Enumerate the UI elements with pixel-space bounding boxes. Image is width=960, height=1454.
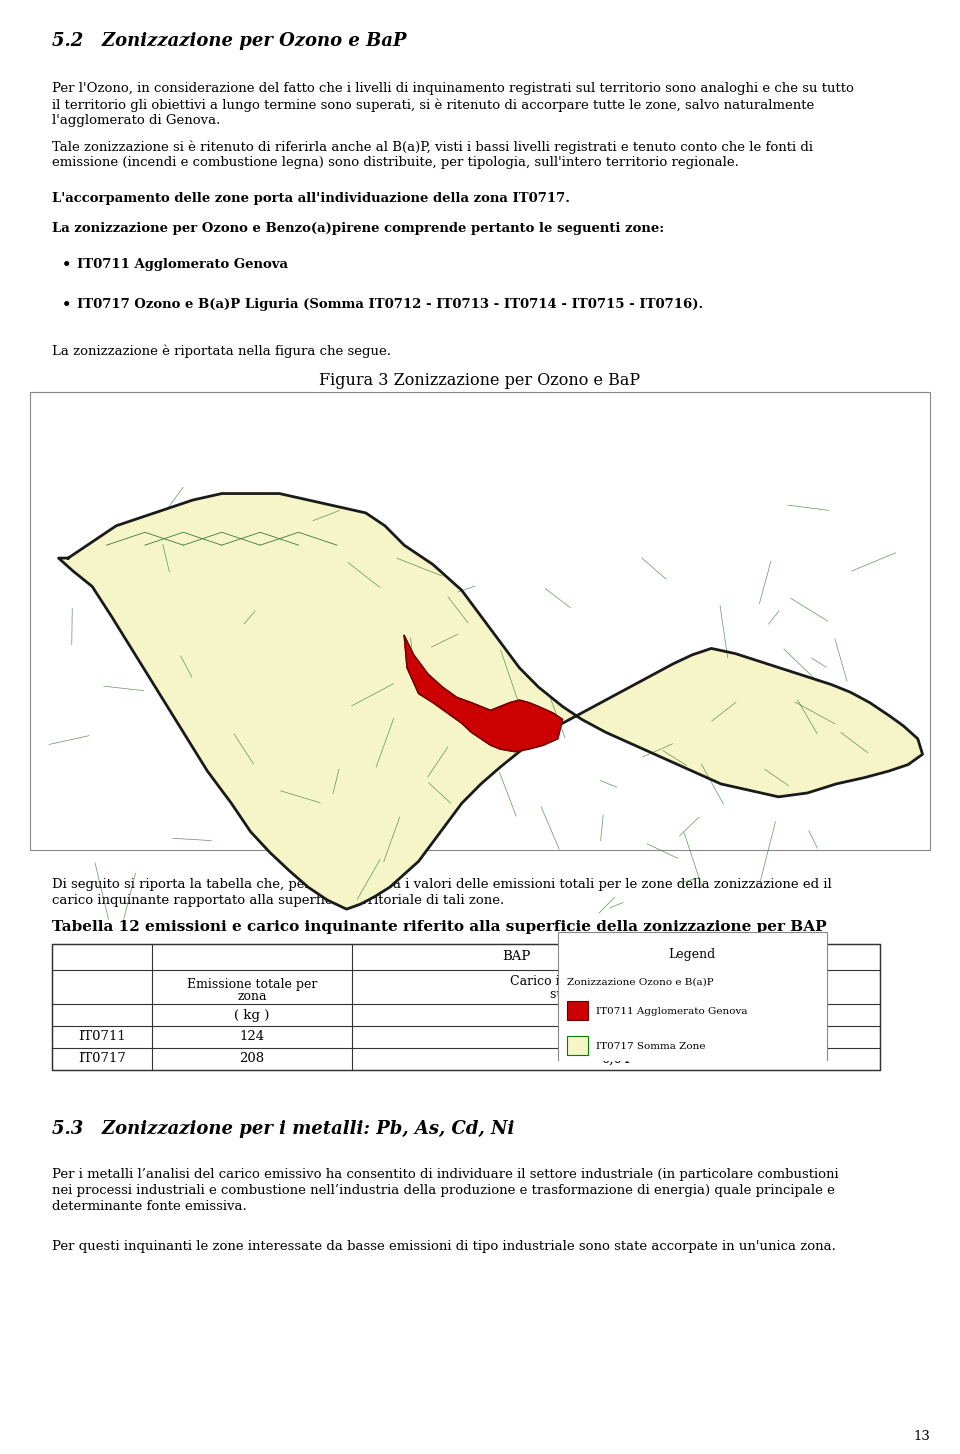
Text: Figura 3 Zonizzazione per Ozono e BaP: Figura 3 Zonizzazione per Ozono e BaP: [320, 372, 640, 390]
Text: IT0717: IT0717: [78, 1053, 126, 1066]
Text: Kg/kmq: Kg/kmq: [590, 1009, 642, 1022]
Text: 13: 13: [913, 1429, 930, 1442]
Text: carico inquinante rapportato alla superficie territoriale di tali zone.: carico inquinante rapportato alla superf…: [52, 894, 504, 907]
Text: Zonizzazione Ozono e B(a)P: Zonizzazione Ozono e B(a)P: [567, 977, 714, 986]
Text: 0,52: 0,52: [601, 1031, 631, 1044]
Text: l'agglomerato di Genova.: l'agglomerato di Genova.: [52, 113, 221, 126]
Bar: [567, 1000, 588, 1021]
Text: IT0711: IT0711: [78, 1031, 126, 1044]
Text: Carico inquinante rapportato alla: Carico inquinante rapportato alla: [510, 976, 723, 989]
Text: La zonizzazione è riportata nella figura che segue.: La zonizzazione è riportata nella figura…: [52, 345, 391, 358]
Bar: [30, 393, 930, 851]
Text: IT0717 Ozono e B(a)P Liguria (Somma IT0712 - IT0713 - IT0714 - IT0715 - IT0716).: IT0717 Ozono e B(a)P Liguria (Somma IT07…: [77, 298, 704, 311]
Text: Tabella 12 emissioni e carico inquinante riferito alla superficie della zonizzaz: Tabella 12 emissioni e carico inquinante…: [52, 920, 827, 933]
Text: ( kg ): ( kg ): [234, 1009, 270, 1022]
Text: IT0711 Agglomerato Genova: IT0711 Agglomerato Genova: [596, 1008, 748, 1016]
Text: determinante fonte emissiva.: determinante fonte emissiva.: [52, 1200, 247, 1213]
Text: superficie della zona: superficie della zona: [550, 989, 682, 1000]
Text: 0,04: 0,04: [601, 1053, 631, 1066]
Text: Legend: Legend: [668, 948, 716, 961]
Text: Per i metalli l’analisi del carico emissivo ha consentito di individuare il sett: Per i metalli l’analisi del carico emiss…: [52, 1168, 839, 1181]
Text: •: •: [62, 257, 71, 272]
Text: 5.3   Zonizzazione per i metalli: Pb, As, Cd, Ni: 5.3 Zonizzazione per i metalli: Pb, As, …: [52, 1120, 515, 1138]
Text: il territorio gli obiettivi a lungo termine sono superati, si è ritenuto di acco: il territorio gli obiettivi a lungo term…: [52, 97, 814, 112]
Text: Tale zonizzazione si è ritenuto di riferirla anche al B(a)P, visti i bassi livel: Tale zonizzazione si è ritenuto di rifer…: [52, 140, 813, 154]
Text: L'accorpamento delle zone porta all'individuazione della zona IT0717.: L'accorpamento delle zone porta all'indi…: [52, 192, 570, 205]
Polygon shape: [404, 635, 563, 752]
Polygon shape: [59, 493, 923, 909]
Bar: [567, 1035, 588, 1056]
Bar: [558, 932, 827, 1088]
Text: 208: 208: [239, 1053, 265, 1066]
Text: Emissione totale per: Emissione totale per: [187, 979, 317, 992]
Text: emissione (incendi e combustione legna) sono distribuite, per tipologia, sull'in: emissione (incendi e combustione legna) …: [52, 156, 739, 169]
Text: La zonizzazione per Ozono e Benzo(a)pirene comprende pertanto le seguenti zone:: La zonizzazione per Ozono e Benzo(a)pire…: [52, 222, 664, 236]
Bar: [52, 944, 880, 1070]
Text: nei processi industriali e combustione nell’industria della produzione e trasfor: nei processi industriali e combustione n…: [52, 1184, 835, 1197]
Text: 5.2   Zonizzazione per Ozono e BaP: 5.2 Zonizzazione per Ozono e BaP: [52, 32, 406, 49]
Text: zona: zona: [237, 990, 267, 1003]
Text: IT0711 Agglomerato Genova: IT0711 Agglomerato Genova: [77, 257, 288, 270]
Text: 124: 124: [239, 1031, 265, 1044]
Text: Di seguito si riporta la tabella che, per il BAP indica i valori delle emissioni: Di seguito si riporta la tabella che, pe…: [52, 878, 831, 891]
Text: BAP: BAP: [502, 951, 530, 964]
Text: Per l'Ozono, in considerazione del fatto che i livelli di inquinamento registrat: Per l'Ozono, in considerazione del fatto…: [52, 81, 853, 95]
Text: Per questi inquinanti le zone interessate da basse emissioni di tipo industriale: Per questi inquinanti le zone interessat…: [52, 1240, 836, 1253]
Text: •: •: [62, 298, 71, 313]
Text: IT0717 Somma Zone: IT0717 Somma Zone: [596, 1043, 706, 1051]
